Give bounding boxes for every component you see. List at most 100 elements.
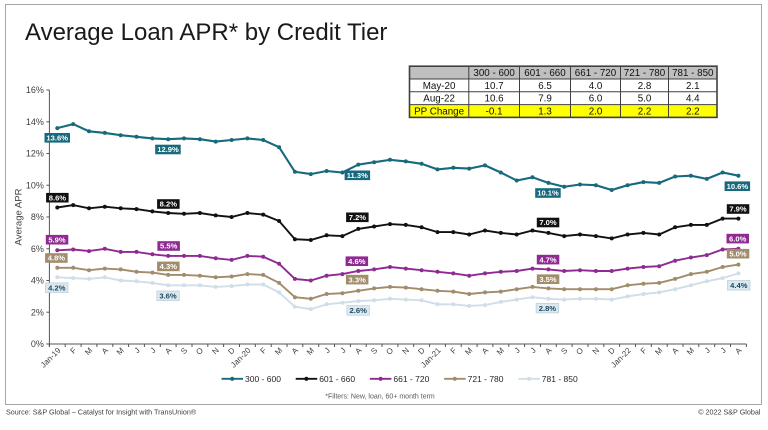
svg-text:16%: 16% bbox=[26, 85, 44, 95]
svg-text:F: F bbox=[259, 346, 269, 356]
svg-text:721 - 780: 721 - 780 bbox=[624, 68, 666, 79]
svg-text:A: A bbox=[670, 345, 681, 356]
svg-text:A: A bbox=[163, 345, 174, 356]
svg-text:2.8: 2.8 bbox=[638, 81, 652, 92]
svg-text:10.1%: 10.1% bbox=[537, 189, 559, 198]
svg-text:M: M bbox=[273, 346, 284, 357]
svg-text:2.0: 2.0 bbox=[589, 106, 603, 117]
svg-text:J: J bbox=[148, 346, 157, 355]
svg-text:10.6%: 10.6% bbox=[727, 182, 749, 191]
svg-text:J: J bbox=[529, 346, 538, 355]
svg-text:4.4%: 4.4% bbox=[730, 281, 748, 290]
svg-text:N: N bbox=[401, 346, 412, 357]
svg-text:11.3%: 11.3% bbox=[347, 171, 368, 180]
svg-text:M: M bbox=[685, 346, 696, 357]
svg-text:3.3%: 3.3% bbox=[349, 275, 367, 284]
svg-text:A: A bbox=[290, 345, 301, 356]
svg-text:4.7%: 4.7% bbox=[539, 255, 557, 264]
svg-text:8%: 8% bbox=[31, 212, 44, 222]
svg-text:7.9: 7.9 bbox=[538, 94, 552, 105]
svg-text:S: S bbox=[179, 346, 189, 356]
svg-text:300 - 600: 300 - 600 bbox=[245, 374, 281, 384]
svg-text:3.5%: 3.5% bbox=[539, 275, 557, 284]
svg-text:F: F bbox=[449, 346, 459, 356]
svg-text:Average Loan APR* by Credit Ti: Average Loan APR* by Credit Tier bbox=[25, 19, 387, 46]
svg-text:601 - 660: 601 - 660 bbox=[319, 374, 355, 384]
svg-text:D: D bbox=[226, 346, 237, 357]
svg-text:2.6%: 2.6% bbox=[350, 306, 368, 315]
svg-text:661 - 720: 661 - 720 bbox=[575, 68, 617, 79]
svg-text:A: A bbox=[100, 345, 111, 356]
svg-text:O: O bbox=[194, 346, 205, 357]
svg-text:2.2: 2.2 bbox=[686, 106, 700, 117]
svg-text:D: D bbox=[606, 346, 617, 357]
svg-text:S: S bbox=[369, 346, 379, 356]
svg-text:12.9%: 12.9% bbox=[157, 145, 179, 154]
svg-text:© 2022 S&P Global: © 2022 S&P Global bbox=[698, 408, 761, 417]
svg-text:*Filters: New, loan, 60+ month: *Filters: New, loan, 60+ month term bbox=[325, 394, 435, 401]
svg-text:7.0%: 7.0% bbox=[539, 218, 557, 227]
svg-text:5.5%: 5.5% bbox=[160, 242, 178, 251]
svg-text:M: M bbox=[83, 346, 94, 357]
svg-text:Average APR: Average APR bbox=[14, 188, 25, 245]
svg-text:13.6%: 13.6% bbox=[46, 134, 68, 143]
svg-text:5.0: 5.0 bbox=[638, 94, 652, 105]
svg-text:M: M bbox=[115, 346, 126, 357]
svg-text:12%: 12% bbox=[26, 149, 44, 159]
svg-text:J: J bbox=[133, 346, 142, 355]
svg-text:M: M bbox=[495, 346, 506, 357]
svg-text:F: F bbox=[69, 346, 79, 356]
svg-text:6.5: 6.5 bbox=[538, 81, 552, 92]
svg-text:4.3%: 4.3% bbox=[160, 262, 178, 271]
svg-text:N: N bbox=[591, 346, 602, 357]
svg-text:J: J bbox=[703, 346, 712, 355]
svg-text:8.6%: 8.6% bbox=[49, 193, 67, 202]
svg-text:300 - 600: 300 - 600 bbox=[473, 68, 515, 79]
svg-text:O: O bbox=[574, 346, 585, 357]
svg-text:2.2: 2.2 bbox=[638, 106, 652, 117]
svg-text:4%: 4% bbox=[31, 276, 44, 286]
svg-text:6%: 6% bbox=[31, 244, 44, 254]
svg-text:10.6: 10.6 bbox=[485, 94, 505, 105]
svg-text:Aug-22: Aug-22 bbox=[423, 94, 455, 105]
svg-text:PP Change: PP Change bbox=[414, 106, 464, 117]
svg-text:A: A bbox=[353, 345, 364, 356]
svg-text:J: J bbox=[719, 346, 728, 355]
svg-text:8.2%: 8.2% bbox=[160, 200, 178, 209]
svg-text:721 - 780: 721 - 780 bbox=[468, 374, 504, 384]
svg-text:D: D bbox=[416, 346, 427, 357]
svg-text:2.8%: 2.8% bbox=[539, 304, 557, 313]
svg-text:4.4: 4.4 bbox=[686, 94, 700, 105]
svg-text:2.1: 2.1 bbox=[686, 81, 700, 92]
svg-text:J: J bbox=[323, 346, 332, 355]
svg-text:6.0: 6.0 bbox=[589, 94, 603, 105]
svg-text:14%: 14% bbox=[26, 117, 44, 127]
svg-text:J: J bbox=[513, 346, 522, 355]
svg-text:A: A bbox=[480, 345, 491, 356]
svg-text:1.3: 1.3 bbox=[538, 106, 552, 117]
svg-text:781 - 850: 781 - 850 bbox=[672, 68, 714, 79]
svg-text:N: N bbox=[210, 346, 221, 357]
svg-text:601 - 660: 601 - 660 bbox=[524, 68, 566, 79]
svg-text:7.2%: 7.2% bbox=[349, 213, 367, 222]
svg-text:6.0%: 6.0% bbox=[729, 234, 747, 243]
svg-text:2%: 2% bbox=[31, 307, 44, 317]
svg-text:F: F bbox=[639, 346, 649, 356]
svg-text:5.9%: 5.9% bbox=[48, 235, 66, 244]
svg-text:7.9%: 7.9% bbox=[729, 205, 747, 214]
svg-text:5.0%: 5.0% bbox=[729, 249, 747, 258]
svg-text:-0.1: -0.1 bbox=[486, 106, 503, 117]
svg-text:M: M bbox=[463, 346, 474, 357]
svg-text:3.6%: 3.6% bbox=[159, 292, 177, 301]
svg-text:J: J bbox=[338, 346, 347, 355]
svg-text:May-20: May-20 bbox=[423, 81, 456, 92]
svg-text:Source: S&P Global – Catalyst: Source: S&P Global – Catalyst for Insigh… bbox=[6, 408, 197, 417]
svg-text:4.8%: 4.8% bbox=[48, 254, 66, 263]
svg-text:4.0: 4.0 bbox=[589, 81, 603, 92]
svg-text:A: A bbox=[733, 345, 744, 356]
svg-text:O: O bbox=[384, 346, 395, 357]
svg-text:S: S bbox=[559, 346, 569, 356]
svg-text:10%: 10% bbox=[26, 180, 44, 190]
svg-text:0%: 0% bbox=[31, 339, 44, 349]
svg-text:4.6%: 4.6% bbox=[348, 257, 366, 266]
